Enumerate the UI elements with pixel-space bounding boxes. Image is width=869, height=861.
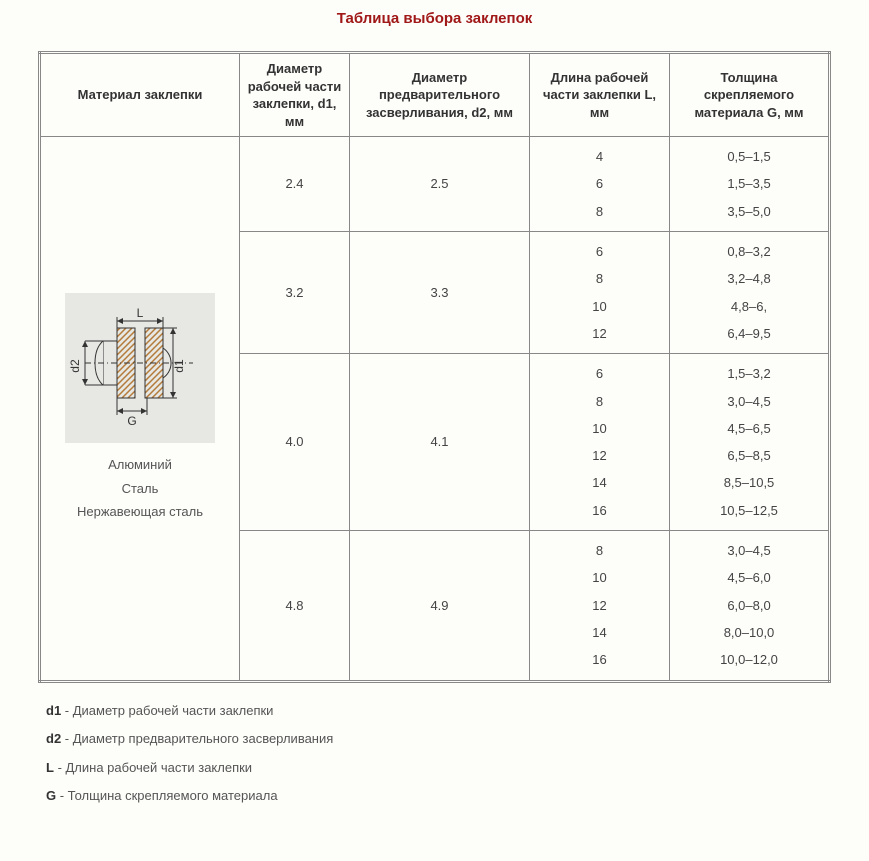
svg-text:d2: d2 [68, 359, 82, 373]
cell-d2: 4.1 [350, 354, 530, 531]
cell-G: 1,5–3,23,0–4,54,5–6,56,5–8,58,5–10,510,5… [670, 354, 830, 531]
cell-d2: 2.5 [350, 137, 530, 232]
material-option: Алюминий [45, 453, 235, 476]
legend: d1 - Диаметр рабочей части заклепки d2 -… [46, 697, 849, 811]
legend-item: L - Длина рабочей части заклепки [46, 754, 849, 783]
table-header-row: Материал заклепки Диаметр рабочей части … [40, 53, 830, 137]
material-option: Сталь [45, 477, 235, 500]
cell-G: 3,0–4,54,5–6,06,0–8,08,0–10,010,0–12,0 [670, 531, 830, 681]
cell-d1: 2.4 [240, 137, 350, 232]
cell-L: 468 [530, 137, 670, 232]
legend-item: d1 - Диаметр рабочей части заклепки [46, 697, 849, 726]
legend-item: G - Толщина скрепляемого материала [46, 782, 849, 811]
legend-item: d2 - Диаметр предварительного засверлива… [46, 725, 849, 754]
svg-text:G: G [127, 414, 136, 428]
cell-G: 0,8–3,23,2–4,84,8–6,6,4–9,5 [670, 232, 830, 354]
cell-d1: 4.0 [240, 354, 350, 531]
col-material: Материал заклепки [40, 53, 240, 137]
cell-d2: 3.3 [350, 232, 530, 354]
rivet-table: Материал заклепки Диаметр рабочей части … [38, 51, 831, 683]
material-cell: L G d2 [40, 137, 240, 681]
col-d1: Диаметр рабочей части заклепки, d1, мм [240, 53, 350, 137]
svg-text:L: L [137, 306, 144, 320]
table-row: L G d2 [40, 137, 830, 232]
svg-text:d1: d1 [172, 359, 186, 373]
col-d2: Диаметр предварительного засверливания, … [350, 53, 530, 137]
cell-L: 681012 [530, 232, 670, 354]
col-G: Толщина скрепляемого материала G, мм [670, 53, 830, 137]
material-option: Нержавеющая сталь [45, 500, 235, 523]
col-L: Длина рабочей части заклепки L, мм [530, 53, 670, 137]
cell-d1: 3.2 [240, 232, 350, 354]
rivet-diagram-icon: L G d2 [65, 293, 215, 443]
cell-L: 810121416 [530, 531, 670, 681]
cell-G: 0,5–1,51,5–3,53,5–5,0 [670, 137, 830, 232]
cell-d1: 4.8 [240, 531, 350, 681]
page-title: Таблица выбора заклепок [20, 10, 849, 27]
cell-L: 6810121416 [530, 354, 670, 531]
cell-d2: 4.9 [350, 531, 530, 681]
